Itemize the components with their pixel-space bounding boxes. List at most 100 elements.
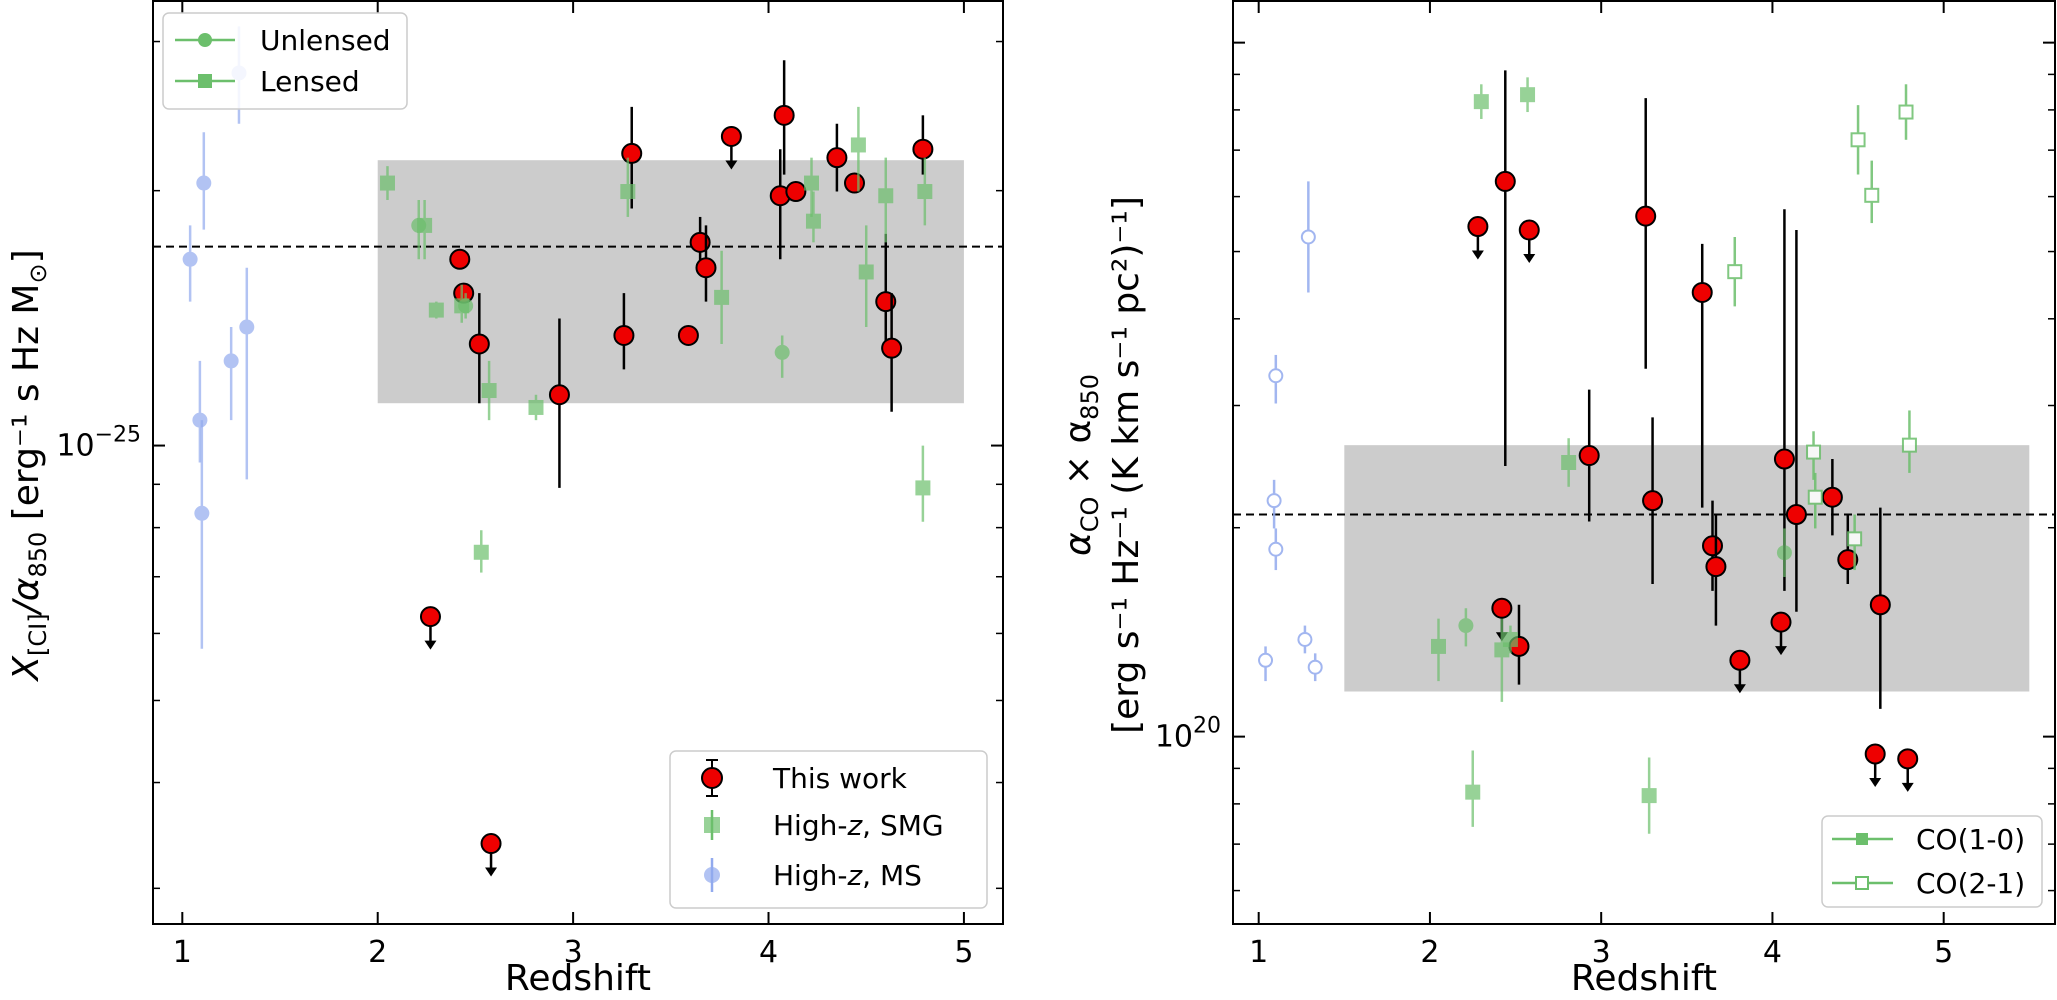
left-high-z-smg-point-9 bbox=[620, 157, 636, 217]
left-high-z-smg-point-18 bbox=[917, 157, 933, 226]
right-this-work-point-10 bbox=[1705, 514, 1727, 626]
right-high-z-ms-open--point-1 bbox=[1266, 479, 1282, 529]
right-this-work-point-7 bbox=[1642, 417, 1664, 584]
left-high-z-ms-point-6 bbox=[239, 267, 255, 480]
left-this-work-point-10 bbox=[695, 225, 717, 302]
left-legend-marker-type: Unlensed Lensed bbox=[162, 12, 408, 110]
left-this-work-point-14 bbox=[785, 181, 807, 203]
right-high-z-ms-open--point-4 bbox=[1297, 625, 1313, 654]
right-co-2-1--point-3 bbox=[1847, 514, 1863, 571]
right-co-2-1--point-7 bbox=[1901, 410, 1917, 473]
left-this-work-point-16 bbox=[843, 172, 865, 194]
legend-ms-label: High-z, MS bbox=[773, 859, 922, 892]
right-xtick-label-3: 3 bbox=[1592, 935, 1611, 970]
right-co-1-0--point-2 bbox=[1465, 750, 1481, 827]
left-high-z-ms-point-0 bbox=[182, 225, 198, 302]
left-high-z-ms-point-4 bbox=[223, 327, 239, 421]
left-xtick-label-2: 2 bbox=[368, 935, 387, 970]
left-this-work-point-19 bbox=[912, 115, 934, 175]
left-ylabel-units: [erg⁻¹ s Hz M bbox=[6, 284, 47, 532]
right-co-1-0--point-6 bbox=[1520, 77, 1536, 113]
right-this-work-point-0 bbox=[1467, 216, 1489, 260]
legend-lensed-marker bbox=[198, 74, 212, 88]
legend-smg-marker bbox=[704, 817, 720, 833]
legend-co10-label: CO(1-0) bbox=[1916, 823, 2025, 856]
left-this-work-point-15 bbox=[826, 123, 848, 192]
legend-ms-marker bbox=[704, 867, 720, 883]
right-shaded-region bbox=[1344, 445, 2030, 692]
left-xtick-label-5: 5 bbox=[954, 935, 973, 970]
left-ytick-label: 10−25 bbox=[56, 423, 141, 464]
right-this-work-point-11 bbox=[1729, 649, 1751, 694]
right-this-work-point-18 bbox=[1869, 507, 1891, 709]
legend-this-work-marker bbox=[701, 767, 723, 789]
left-high-z-smg-point-16 bbox=[878, 157, 894, 243]
right-co-2-1--point-6 bbox=[1898, 84, 1914, 140]
legend-unlensed-marker bbox=[198, 33, 212, 47]
right-this-work-point-15 bbox=[1821, 459, 1843, 536]
right-co-2-1--point-0 bbox=[1727, 236, 1743, 307]
left-this-work-point-13 bbox=[773, 60, 795, 175]
left-ylabel-sun: ⊙ bbox=[24, 263, 52, 283]
right-co-1-0--point-0 bbox=[1431, 618, 1446, 682]
right-co-1-0--point-5 bbox=[1502, 625, 1518, 654]
right-co-1-0--point-9 bbox=[1776, 528, 1792, 578]
left-high-z-smg-point-10 bbox=[714, 250, 730, 344]
right-this-work-point-2 bbox=[1494, 70, 1516, 466]
right-yaxis-label-line1: αCO × α850 bbox=[1058, 374, 1104, 556]
right-yaxis-label-line2: [erg s⁻¹ Hz⁻¹ (K km s⁻¹ pc²)⁻¹] bbox=[1106, 196, 1147, 734]
left-high-z-smg-point-3 bbox=[428, 301, 444, 319]
left-high-z-smg-point-2 bbox=[417, 199, 433, 260]
left-ylabel-rest: /α bbox=[6, 577, 47, 616]
left-high-z-smg-point-0 bbox=[379, 166, 395, 200]
right-co-2-1--point-1 bbox=[1806, 431, 1822, 480]
left-this-work-point-0 bbox=[419, 606, 441, 650]
left-high-z-smg-point-5 bbox=[458, 293, 474, 319]
right-co-2-1--point-2 bbox=[1807, 472, 1823, 529]
right-this-work-point-5 bbox=[1578, 389, 1600, 522]
left-ylabel-sub: [CI] bbox=[24, 613, 52, 656]
right-co-1-0--point-1 bbox=[1458, 608, 1474, 647]
left-this-work-point-1 bbox=[449, 248, 471, 270]
right-this-work-point-6 bbox=[1635, 98, 1657, 369]
left-high-z-smg-point-7 bbox=[481, 360, 497, 421]
right-this-work-point-16 bbox=[1837, 514, 1859, 584]
left-high-z-smg-point-11 bbox=[774, 335, 790, 378]
left-ylabel-base: X bbox=[6, 655, 47, 683]
left-high-z-smg-point-14 bbox=[850, 106, 866, 192]
right-this-work-point-8 bbox=[1691, 243, 1713, 508]
left-high-z-smg-point-15 bbox=[858, 225, 874, 328]
left-data-marks bbox=[182, 26, 934, 877]
right-xtick-label-4: 4 bbox=[1763, 935, 1782, 970]
right-this-work-point-13 bbox=[1773, 209, 1795, 591]
left-high-z-smg-point-6 bbox=[473, 530, 489, 573]
right-high-z-ms-open--point-6 bbox=[1307, 653, 1323, 682]
left-yaxis-label: X[CI]/α850 [erg⁻¹ s Hz M⊙] bbox=[6, 249, 52, 682]
left-this-work-point-5 bbox=[548, 318, 570, 488]
right-high-z-ms-open--point-2 bbox=[1268, 354, 1284, 404]
legend-unlensed-label: Unlensed bbox=[260, 24, 391, 57]
left-legend-samples: This work High-z, SMG High-z, MS bbox=[669, 750, 988, 909]
left-this-work-point-4 bbox=[480, 833, 502, 877]
right-co-2-1--point-5 bbox=[1864, 160, 1880, 224]
left-ylabel-sub2: 850 bbox=[24, 532, 52, 578]
legend-co21-label: CO(2-1) bbox=[1916, 867, 2025, 900]
right-co-1-0--point-7 bbox=[1561, 438, 1577, 487]
right-legend: CO(1-0) CO(2-1) bbox=[1821, 815, 2043, 908]
left-this-work-point-3 bbox=[468, 293, 490, 404]
legend-this-work-label: This work bbox=[772, 762, 908, 795]
left-this-work-point-6 bbox=[613, 293, 635, 370]
left-xtick-label-3: 3 bbox=[564, 935, 583, 970]
legend-smg-label: High-z, SMG bbox=[773, 809, 944, 842]
right-panel: 1 2 3 4 5 1020 Redshift αCO × α850 [erg s⁻¹ H… bbox=[1058, 0, 2056, 999]
legend-co21-marker bbox=[1855, 876, 1869, 890]
right-co-1-0--point-8 bbox=[1641, 757, 1657, 834]
right-xaxis-label: Redshift bbox=[1571, 958, 1717, 999]
left-ticks: 1 2 3 4 5 10−25 bbox=[56, 1, 1003, 970]
right-data-marks bbox=[1258, 70, 1919, 834]
left-plot-frame bbox=[152, 0, 1004, 925]
right-xtick-label-1: 1 bbox=[1249, 935, 1268, 970]
right-this-work-point-12 bbox=[1770, 611, 1792, 656]
right-this-work-point-4 bbox=[1518, 219, 1540, 264]
